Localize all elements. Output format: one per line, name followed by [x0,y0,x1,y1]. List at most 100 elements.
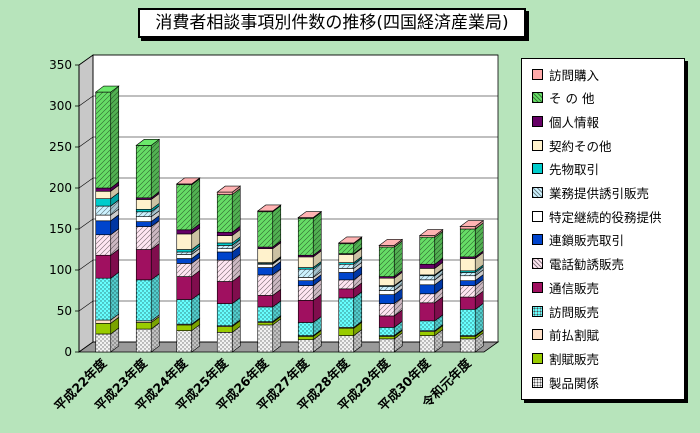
bar-top [378,239,404,246]
legend-item: 通信販売 [532,277,599,297]
legend-item: 電話勧誘販売 [532,254,624,274]
bar-top [418,229,444,236]
bar-segment-front [257,322,274,326]
y-tick-label: 250 [49,140,72,154]
legend-label: 連鎖販売取引 [549,233,625,249]
bar-segment-front [419,263,436,269]
legend-item: 契約その他 [532,135,612,155]
bar-stack [135,138,161,353]
bar-segment [297,262,322,278]
bar-stack [297,210,323,353]
legend-item: 訪問購入 [532,64,599,84]
bar-segment-front [95,322,112,335]
y-tick-label: 200 [49,181,72,195]
legend: 訪問購入そ の 他個人情報 契約その他 先物取引 業務提供誘引販売 特定継続的役務提供連… [521,58,685,400]
bar-segment-front [257,248,274,263]
y-tick-label: 150 [49,222,72,236]
bar-segment-front [459,275,476,281]
bar-top [337,236,363,244]
legend-item: 訪問販売 [532,301,599,321]
bar-segment [378,240,403,278]
legend-label: 前払割賦 [549,328,600,344]
bar-segment-front [216,191,233,195]
bar-stack [378,238,404,353]
bar-segment-front [378,277,395,286]
bar-segment [257,205,282,248]
bar-segment-front [378,290,395,295]
bar-segment [95,199,120,216]
bar-segment [419,230,444,265]
bar-segment-front [176,276,193,300]
bar-segment-front [95,214,112,222]
legend-swatch [532,92,543,104]
bar-segment [135,205,160,218]
bar-segment-front [459,296,476,310]
legend-item: 先物取引 [532,159,599,179]
bar-segment [176,292,201,325]
legend-item: 前払割賦 [532,325,599,345]
bar-stack [256,204,282,353]
bar-segment [338,329,363,353]
bar-stack [216,185,242,353]
bar-segment-front [257,267,274,276]
bar-stack [418,228,444,353]
bar-segment [216,274,241,305]
bar-top [459,220,485,227]
legend-label: そ の 他 [549,91,595,107]
bar-segment-front [95,319,112,324]
bar-top [175,177,201,185]
bar-segment-front [378,294,395,304]
bar-stack [337,236,363,353]
legend-item: そ の 他 [532,88,594,108]
bar-segment [459,302,484,337]
bar-segment-front [216,235,233,244]
bar-segment [216,253,241,283]
bar-segment-front [257,295,274,308]
legend-label: 先物取引 [549,162,600,178]
legend-label: 電話勧誘販売 [549,257,625,273]
bar-segment-front [338,272,355,281]
bar-segment-front [378,315,395,328]
legend-label: 契約その他 [549,138,612,154]
gridline [78,300,498,312]
bar-segment-front [297,277,314,281]
bar-segment-front [419,284,436,295]
legend-swatch [532,329,543,341]
legend-item: 業務提供誘引販売 [532,183,649,203]
bar-segment-front [297,280,314,286]
bar-segment [297,211,322,256]
gridline [78,218,498,230]
y-tick-label: 100 [49,263,72,277]
bar-segment-front [297,256,314,268]
bar-segment-front [95,220,112,236]
legend-label: 業務提供誘引販売 [549,186,650,201]
legend-swatch [532,210,543,222]
y-tick-label: 0 [64,345,72,359]
legend-swatch [532,115,543,127]
bar-segment-front [257,263,274,268]
legend-label: 通信販売 [549,280,600,296]
bar-segment-front [216,242,233,246]
legend-label: 個人情報 [549,114,600,130]
bar-segment [419,296,444,322]
gridline [78,54,498,66]
bar-segment [459,278,484,298]
bar-segment-front [135,221,152,227]
bar-segment [135,273,160,322]
legend-item: 連鎖販売取引 [532,230,624,250]
legend-swatch [532,281,543,293]
legend-swatch [532,187,543,198]
bar-segment [216,187,241,233]
bar-stack [459,219,485,353]
bar-segment-front [176,233,193,250]
legend-swatch [532,305,543,317]
bar-segment-front [338,268,355,273]
bar-segment-front [378,336,395,340]
x-axis: 平成22年度平成23年度平成24年度平成25年度平成26年度平成27年度平成28… [51,355,474,414]
y-tick-label: 350 [49,58,72,72]
bar-segment-front [338,288,355,299]
bar-segment-front [419,279,436,286]
bar-top [216,185,242,193]
legend-swatch [532,234,543,246]
bar-segment-front [338,327,355,336]
